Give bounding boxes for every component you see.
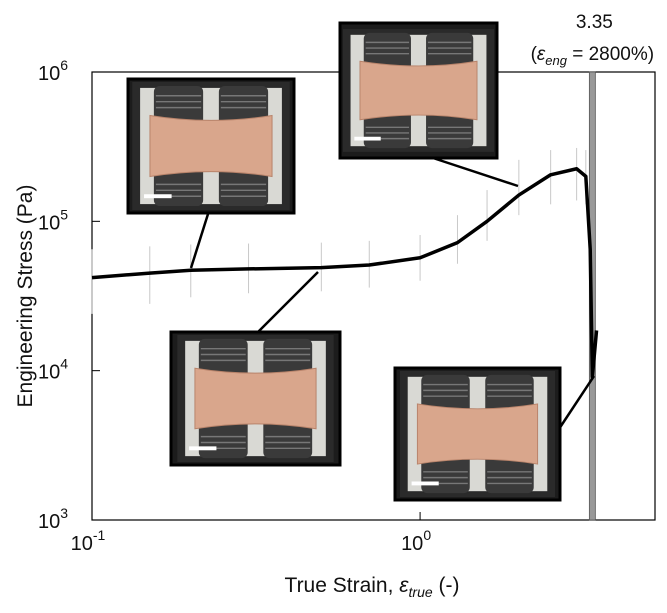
x-title-text: True Strain, xyxy=(285,574,400,597)
x-title-subscript: true xyxy=(409,584,433,600)
tick-base: 10 xyxy=(38,511,60,533)
tick-exponent: 6 xyxy=(60,57,68,73)
tick-base: 10 xyxy=(401,533,423,555)
tick-label: 100 xyxy=(401,527,431,555)
note-subscript: eng xyxy=(545,53,567,68)
tick-exponent: 0 xyxy=(423,527,431,543)
photo xyxy=(395,368,560,500)
tick-base: 10 xyxy=(38,362,60,384)
tick-exponent: -1 xyxy=(93,527,106,543)
tick-base: 10 xyxy=(71,533,93,555)
chart: 10-1100103104105106 3.35(εeng = 2800%) E… xyxy=(0,0,667,608)
x-axis-title: True Strain, εtrue (-) xyxy=(285,574,460,600)
tick-base: 10 xyxy=(38,212,60,234)
tick-label: 104 xyxy=(38,356,68,384)
tick-label: 103 xyxy=(38,505,68,533)
tick-label: 106 xyxy=(38,57,68,85)
vertical-line-note: (εeng = 2800%) xyxy=(531,44,655,68)
photo xyxy=(171,332,340,465)
tick-exponent: 5 xyxy=(60,206,68,222)
page: {"chart_data": { "type": "line", "x_labe… xyxy=(0,0,667,608)
insets xyxy=(128,23,594,500)
tick-exponent: 3 xyxy=(60,505,68,521)
tick-exponent: 4 xyxy=(60,356,68,372)
tick-base: 10 xyxy=(38,63,60,85)
x-title-unit: (-) xyxy=(433,574,460,597)
y-axis-title: Engineering Stress (Pa) xyxy=(14,185,37,408)
tick-label: 105 xyxy=(38,206,68,234)
note-rest: = 2800%) xyxy=(567,44,654,65)
photo xyxy=(340,23,497,158)
photo xyxy=(128,79,294,213)
tick-label: 10-1 xyxy=(71,527,106,555)
vertical-line-label: 3.35 xyxy=(576,12,613,33)
